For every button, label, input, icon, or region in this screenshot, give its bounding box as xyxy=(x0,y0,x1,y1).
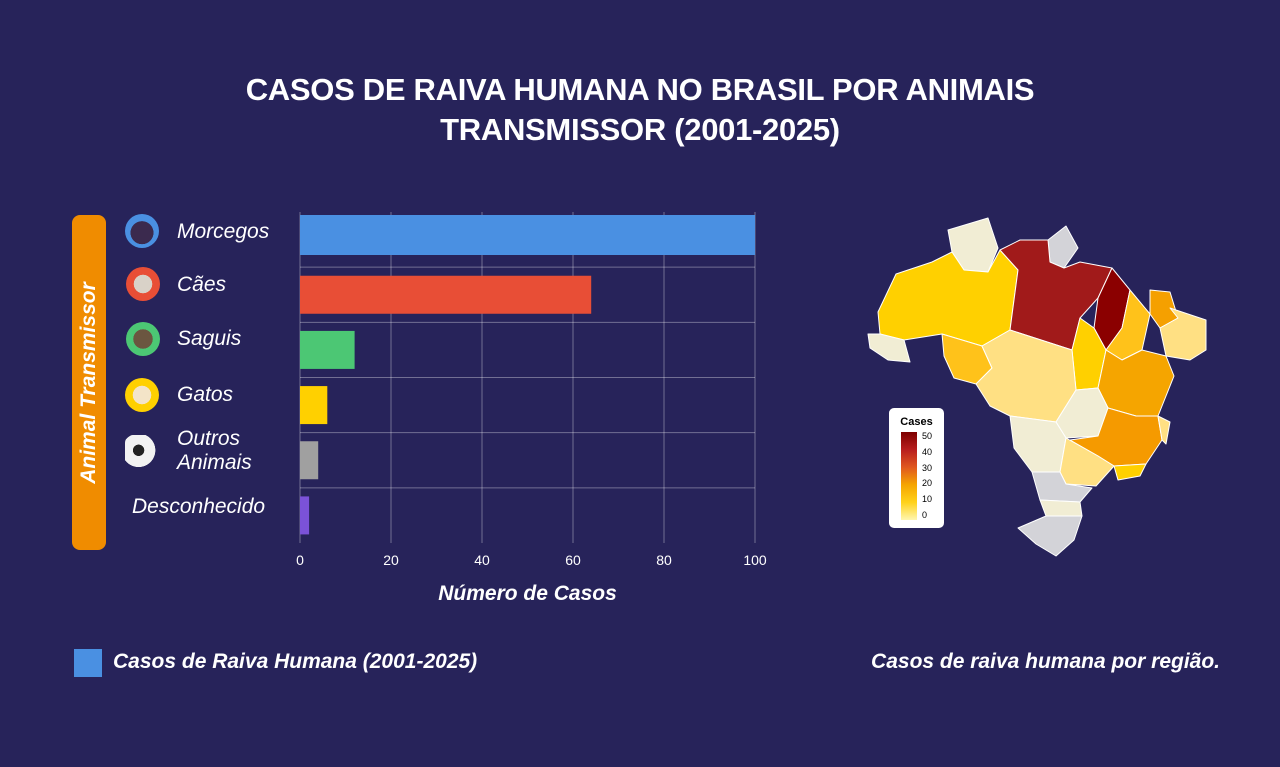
map-region-espirito-santo xyxy=(1157,415,1171,445)
chart-title: CASOS DE RAIVA HUMANA NO BRASIL POR ANIM… xyxy=(140,70,1140,150)
bar-chart: 0 20 40 60 80 100 xyxy=(296,212,767,568)
cow-icon xyxy=(125,435,159,469)
x-tick-label: 20 xyxy=(383,552,399,568)
marmoset-icon xyxy=(126,322,160,356)
category-label-morcegos: Morcegos xyxy=(177,220,270,243)
map-region-acre xyxy=(867,333,911,363)
map-region-santa-catarina xyxy=(1039,499,1083,517)
category-label-gatos: Gatos xyxy=(177,383,234,406)
map-region-rn-pb-pe-al-se xyxy=(1159,307,1207,361)
bar-2 xyxy=(300,275,592,314)
chart-title-line2: TRANSMISSOR (2001-2025) xyxy=(440,112,840,147)
brazil-map xyxy=(867,217,1207,557)
colorbar-tick: 20 xyxy=(922,478,933,488)
map-region-amazonas xyxy=(877,249,1019,347)
category-label-caes: Cães xyxy=(177,273,227,296)
map-region-rio-de-janeiro xyxy=(1113,463,1147,481)
colorbar-tick: 40 xyxy=(922,447,933,457)
map-region-rio-grande-do-sul xyxy=(1017,515,1083,557)
colorbar-tick: 0 xyxy=(922,510,928,520)
colorbar-tick: 10 xyxy=(922,494,933,504)
chart-title-line1: CASOS DE RAIVA HUMANA NO BRASIL POR ANIM… xyxy=(245,72,1035,107)
dog-icon xyxy=(126,267,160,301)
colorbar-tick: 50 xyxy=(922,431,933,441)
colorbar-title: Cases xyxy=(900,416,933,428)
map-caption: Casos de raiva humana por região. xyxy=(871,650,1220,673)
x-tick-label: 60 xyxy=(565,552,581,568)
cat-icon xyxy=(125,378,159,412)
x-tick-label: 100 xyxy=(743,552,767,568)
bat-icon xyxy=(125,214,159,248)
x-axis-label: Número de Casos xyxy=(438,582,617,605)
bar-5 xyxy=(300,441,319,480)
map-region-bahia xyxy=(1097,349,1175,417)
colorbar-tick: 30 xyxy=(922,463,933,473)
colorbar-gradient xyxy=(901,432,917,520)
y-axis-label-tab: Animal Transmissor xyxy=(72,215,106,550)
x-tick-label: 0 xyxy=(296,552,304,568)
map-colorbar: Cases 50 40 30 20 10 0 xyxy=(889,408,944,528)
bar-1 xyxy=(300,215,755,255)
map-region-mato-grosso xyxy=(975,329,1077,423)
category-label-desconhecido: Desconhecido xyxy=(132,495,266,518)
legend-swatch xyxy=(74,649,102,677)
bar-3 xyxy=(300,330,355,369)
category-label-outros-animais: Outros Animais xyxy=(177,427,252,474)
map-region-amapa xyxy=(1047,225,1079,269)
x-tick-label: 80 xyxy=(656,552,672,568)
bar-6 xyxy=(300,496,310,535)
x-tick-label: 40 xyxy=(474,552,490,568)
legend-label: Casos de Raiva Humana (2001-2025) xyxy=(113,650,478,673)
bar-4 xyxy=(300,386,328,425)
category-label-saguis: Saguis xyxy=(177,327,242,350)
map-region-mato-grosso-do-sul xyxy=(1009,415,1067,473)
